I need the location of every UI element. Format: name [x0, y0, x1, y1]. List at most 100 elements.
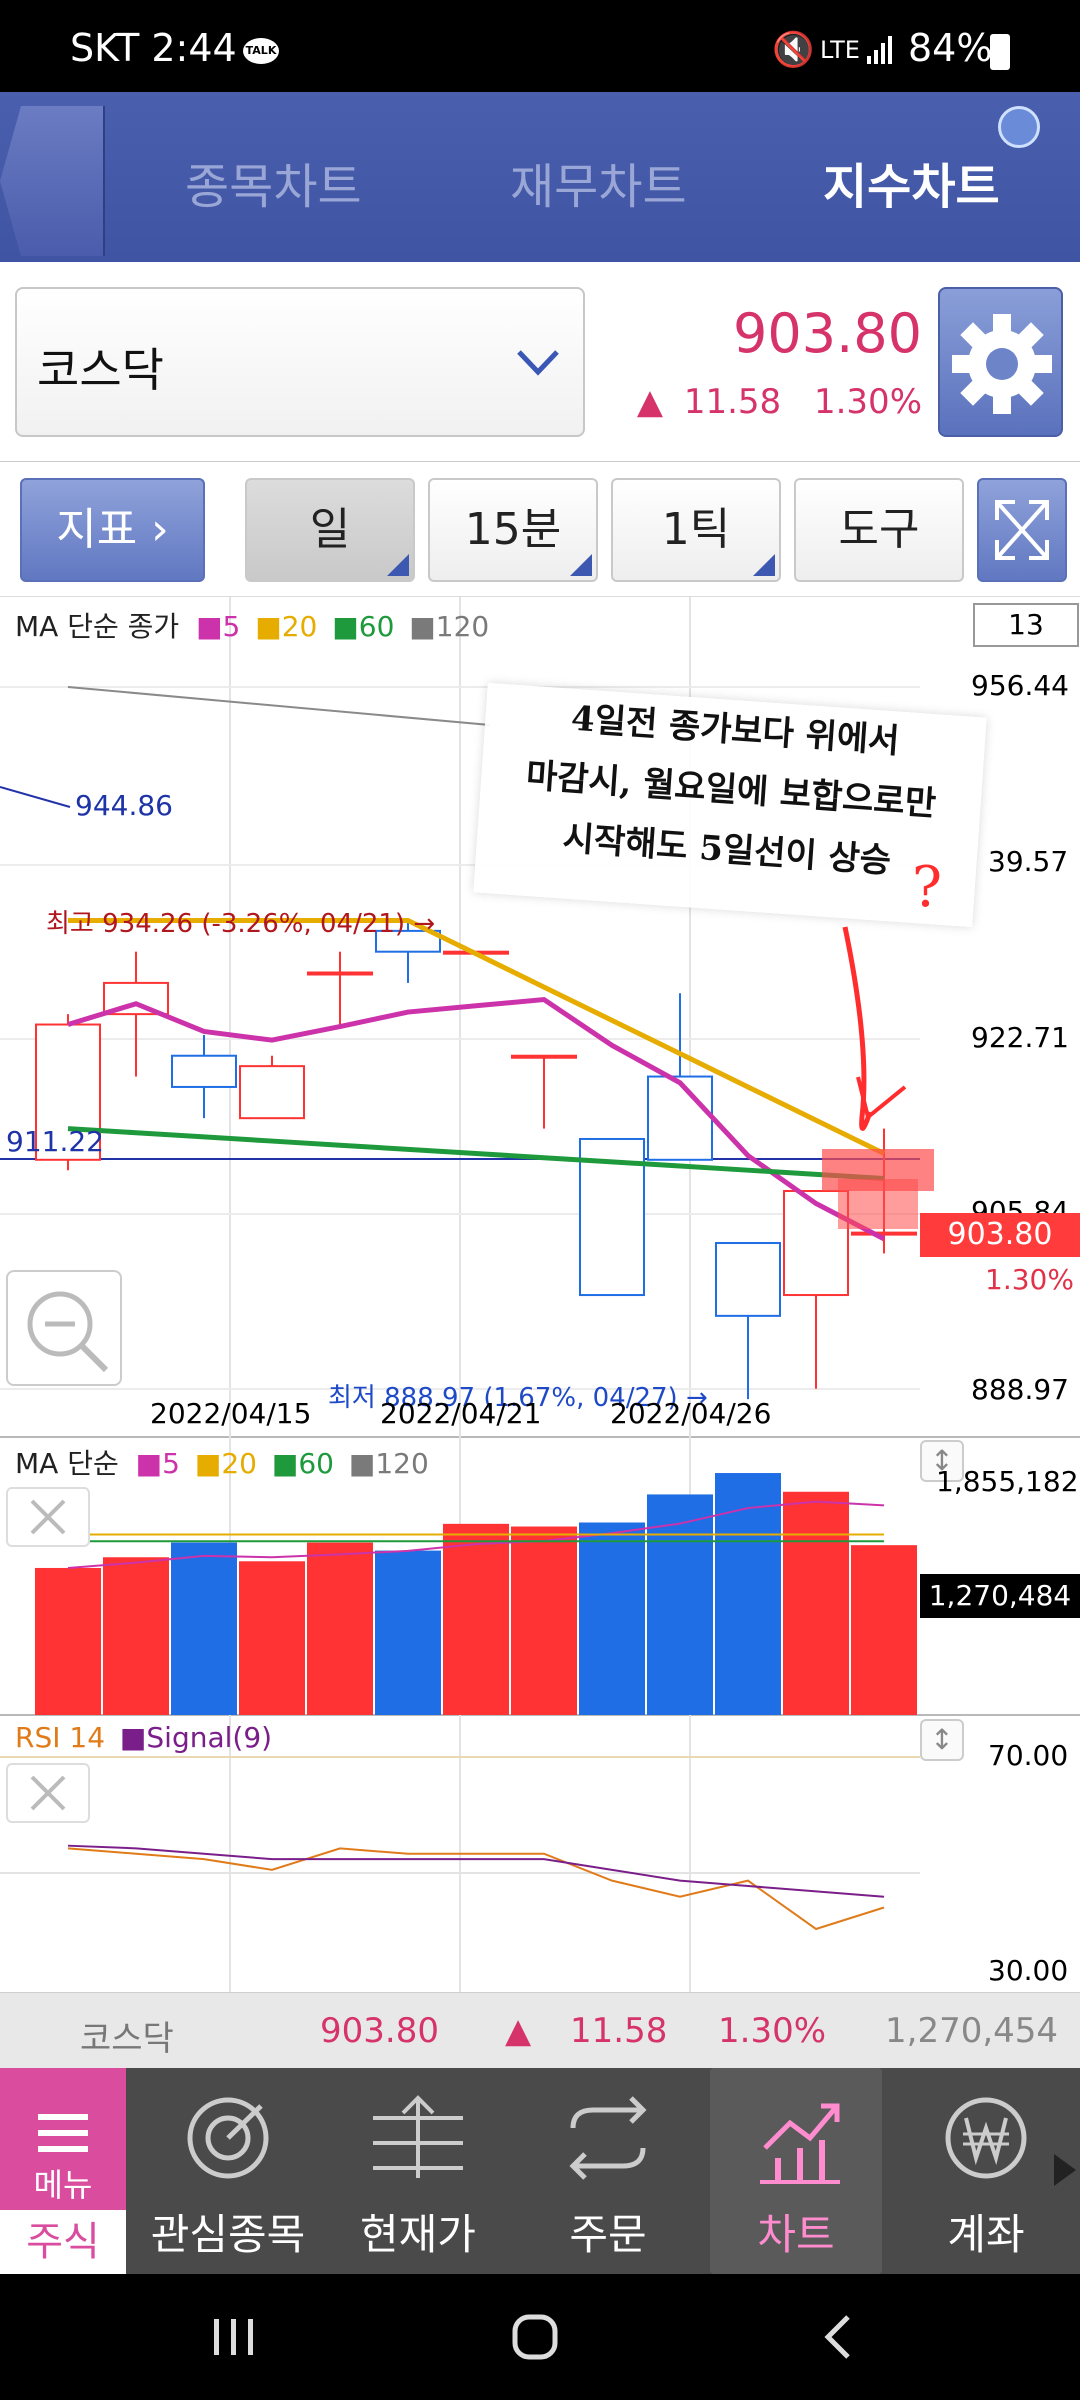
nav-chart[interactable]: 차트: [710, 2068, 882, 2274]
zoom-out-icon: [27, 1291, 109, 1373]
candle-count-box[interactable]: 13: [973, 603, 1079, 647]
chart-area[interactable]: MA 단순 종가 ■5 ■20 ■60 ■120 13 956.44 39.57…: [0, 597, 1080, 1992]
nav-chart-label: 차트: [757, 2210, 835, 2259]
rsi-axis-30: 30.00: [988, 1954, 1069, 1987]
system-nav-bar: [0, 2274, 1080, 2400]
vol-legend-ma120: ■120: [348, 1447, 429, 1480]
vol-legend-ma60: ■60: [271, 1447, 334, 1480]
menu-label: 메뉴: [33, 2166, 93, 2204]
vol-legend-ma120-label: 120: [375, 1447, 429, 1480]
nav-current-price[interactable]: 현재가: [328, 2068, 508, 2274]
tick-button[interactable]: 1틱: [611, 478, 781, 582]
legend-ma120: ■120: [409, 610, 490, 643]
price-tick-1: 956.44: [971, 669, 1069, 702]
vol-legend-ma20: ■20: [194, 1447, 257, 1480]
tools-button[interactable]: 도구: [794, 478, 964, 582]
date-label-2: 2022/04/21: [380, 1397, 542, 1430]
ma20-line: [68, 917, 886, 1156]
close-icon: [30, 1499, 66, 1535]
vol-legend-ma20-label: 20: [221, 1447, 257, 1480]
tick-label: 1틱: [661, 504, 731, 555]
legend-ma120-label: 120: [435, 610, 490, 643]
settings-button[interactable]: [938, 287, 1063, 437]
app-badge-icon[interactable]: [998, 106, 1040, 148]
volume-bar: [375, 1550, 441, 1715]
scroll-right-icon[interactable]: [1050, 2150, 1080, 2190]
nav-order-label: 주문: [569, 2210, 647, 2259]
chart-canvas[interactable]: [0, 597, 1080, 1992]
ma5-line: [67, 996, 886, 1242]
period-day-button[interactable]: 일: [245, 478, 415, 582]
chevron-down-icon: [517, 350, 559, 376]
tools-label: 도구: [838, 504, 920, 555]
chart-icon: [760, 2103, 840, 2184]
stock-tab[interactable]: 주식: [0, 2210, 126, 2274]
nav-current-price-label: 현재가: [360, 2210, 476, 2259]
rsi-line: [67, 1847, 885, 1931]
menu-button[interactable]: 메뉴 주식: [0, 2068, 126, 2274]
quote-name: 코스닥: [80, 2019, 174, 2059]
tab-financial-chart[interactable]: 재무차트: [510, 159, 687, 215]
price-tick-5: 888.97: [971, 1373, 1069, 1406]
recent-apps-icon[interactable]: [204, 2307, 264, 2367]
status-bar: SKT 2:44 TALK 🔇 LTE 84%: [0, 0, 1080, 92]
back-nav-icon[interactable]: [810, 2307, 870, 2367]
candle-body: [783, 1190, 849, 1297]
fullscreen-button[interactable]: [977, 478, 1067, 582]
quote-change: 11.58: [570, 2011, 668, 2051]
period-15m-button[interactable]: 15분: [428, 478, 598, 582]
vol-legend-ma5-label: 5: [162, 1447, 180, 1480]
change-percent: 1.30%: [813, 382, 922, 422]
vol-legend-ma5: ■5: [135, 1447, 180, 1480]
resize-volume-handle[interactable]: ↕: [920, 1440, 964, 1482]
nav-account-label: 계좌: [947, 2210, 1025, 2259]
legend-ma20-label: 20: [281, 610, 318, 643]
candle-body: [375, 929, 441, 953]
volume-tag: 1,270,484: [920, 1574, 1080, 1618]
signal-legend: ■Signal(9): [119, 1721, 273, 1754]
quote-pct: 1.30%: [718, 2011, 827, 2051]
current-price-tag: 903.80: [920, 1213, 1080, 1257]
indicator-button[interactable]: 지표 ›: [20, 478, 205, 582]
expand-icon: [995, 500, 1049, 560]
nav-watchlist[interactable]: 관심종목: [138, 2068, 318, 2274]
zoom-out-button[interactable]: [6, 1270, 122, 1386]
max-price-label: 최고 934.26 (-3.26%, 04/21) →: [46, 909, 436, 939]
nav-order[interactable]: 주문: [518, 2068, 698, 2274]
home-icon[interactable]: [505, 2307, 565, 2367]
nav-account[interactable]: 계좌: [896, 2068, 1076, 2274]
price-change: ▲ 11.58 1.30%: [637, 382, 922, 422]
legend-ma5: ■5: [196, 610, 241, 643]
back-button[interactable]: [0, 106, 105, 256]
mute-icon: 🔇: [772, 30, 815, 70]
status-time: SKT 2:44: [70, 26, 237, 70]
min-price-label: 최저 888.97 (1.67%, 04/27) →: [328, 1383, 708, 1413]
legend-ma60-label: 60: [358, 610, 395, 643]
tab-stock-chart[interactable]: 종목차트: [185, 159, 362, 215]
gear-icon: [952, 314, 1052, 414]
volume-bar: [783, 1491, 849, 1715]
trendline-944: [0, 786, 71, 808]
current-price-icon: [373, 2095, 463, 2178]
legend-ma5-label: 5: [222, 610, 241, 643]
line-label-944: 944.86: [75, 789, 173, 822]
signal-icon: [865, 34, 895, 66]
legend-ma20: ■20: [255, 610, 318, 643]
volume-bar: [35, 1567, 101, 1715]
index-selector[interactable]: 코스닥: [15, 287, 585, 437]
order-icon: [569, 2096, 647, 2180]
resize-rsi-handle[interactable]: ↕: [920, 1719, 964, 1761]
volume-bar: [579, 1522, 645, 1715]
handwritten-note: 4일전 종가보다 위에서 마감시, 월요일에 보합으로만 시작해도 5일선이 상…: [473, 682, 987, 928]
volume-bar: [171, 1542, 237, 1715]
close-volume-button[interactable]: [6, 1487, 90, 1547]
tab-index-chart[interactable]: 지수차트: [823, 159, 1000, 215]
period-day-label: 일: [309, 504, 351, 555]
volume-bar: [647, 1494, 713, 1715]
talk-icon: TALK: [243, 38, 279, 64]
close-rsi-button[interactable]: [6, 1763, 90, 1823]
note-question-mark: ?: [912, 855, 943, 920]
volume-bar: [511, 1526, 577, 1715]
vol-legend-ma60-label: 60: [298, 1447, 334, 1480]
network-label: LTE: [820, 36, 860, 64]
